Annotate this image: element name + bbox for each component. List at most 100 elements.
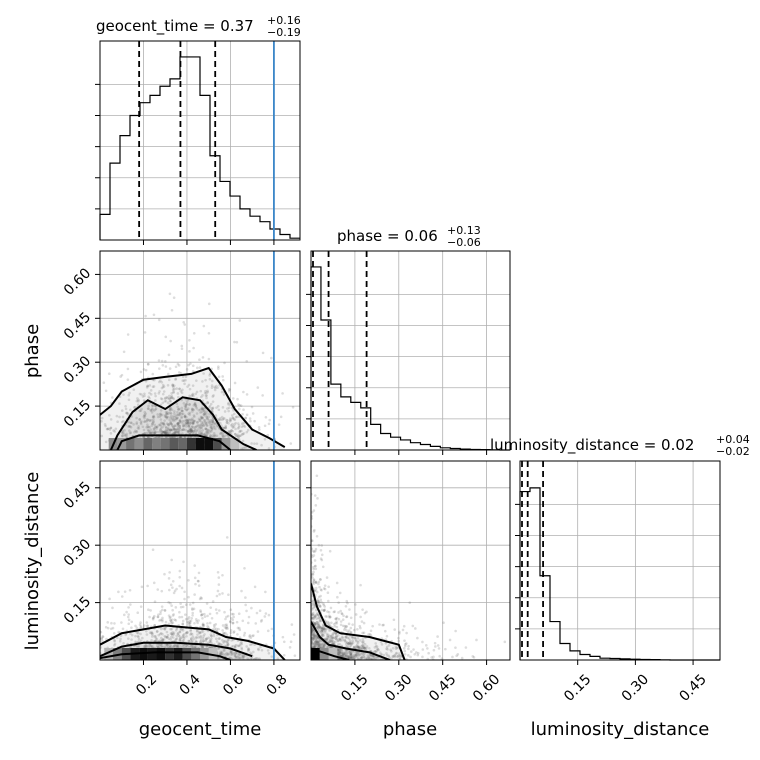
panel-luminosity-distance-vs-geocent-time-point-1163 [108, 597, 111, 601]
panel-luminosity-distance-vs-phase-point-1059 [345, 649, 348, 652]
panel-luminosity-distance-vs-phase-point-23 [349, 626, 353, 630]
panel-luminosity-distance-vs-geocent-time-point-1190 [246, 657, 249, 660]
panel-phase-vs-geocent-time-point-542 [169, 399, 173, 403]
panel-luminosity-distance-vs-phase-point-1254 [318, 645, 322, 649]
panel-luminosity-distance-vs-phase-point-1041 [362, 646, 366, 650]
panel-phase-vs-geocent-time-point-652 [199, 389, 203, 393]
panel-luminosity-distance-vs-phase-point-850 [386, 648, 389, 651]
panel-luminosity-distance-vs-phase-point-88 [356, 645, 360, 648]
panel-luminosity-distance-vs-geocent-time-point-839 [236, 633, 239, 636]
panel-luminosity-distance-vs-geocent-time-point-630 [199, 610, 203, 614]
panel-phase-vs-geocent-time-point-113 [169, 339, 172, 343]
panel-luminosity-distance-vs-geocent-time-point-341 [200, 630, 203, 634]
panel-luminosity-distance-vs-phase-point-42 [398, 654, 402, 657]
panel-luminosity-distance-vs-geocent-time-point-1194 [148, 631, 152, 635]
panel-phase-vs-geocent-time-point-869 [122, 431, 125, 435]
panel-phase-vs-geocent-time-point-1131 [129, 408, 132, 412]
panel-luminosity-distance-vs-geocent-time-point-779 [290, 623, 294, 626]
panel-luminosity-distance-vs-phase-point-85 [312, 633, 316, 637]
panel-luminosity-distance-vs-geocent-time-point-1009 [185, 634, 188, 638]
panel-phase-vs-geocent-time-point-965 [120, 434, 124, 438]
panel-luminosity-distance-vs-phase-point-972 [440, 657, 444, 660]
panel-phase-vs-geocent-time-point-733 [158, 390, 161, 393]
panel-luminosity-distance-vs-phase-point-1114 [343, 654, 347, 658]
panel-luminosity-distance-vs-phase-point-1130 [362, 647, 366, 651]
panel-luminosity-distance-vs-phase-point-846 [388, 656, 391, 659]
panel-luminosity-distance-vs-geocent-time-point-326 [163, 572, 166, 576]
panel-luminosity-distance-vs-geocent-time-point-1235 [162, 645, 166, 649]
panel-luminosity-distance-vs-phase-point-225 [360, 655, 364, 659]
panel-luminosity-distance-vs-geocent-time-point-293 [118, 639, 122, 643]
panel-phase-vs-geocent-time-point-980 [225, 421, 229, 424]
panel-phase-vs-geocent-time-point-206 [217, 367, 220, 370]
panel-phase-vs-geocent-time-point-488 [132, 388, 136, 391]
panel-luminosity-distance-vs-phase-point-333 [471, 655, 475, 658]
panel-luminosity-distance-vs-geocent-time-point-1237 [195, 619, 198, 623]
panel-luminosity-distance-vs-geocent-time-point-833 [170, 635, 173, 639]
panel-luminosity-distance-vs-geocent-time-point-157 [160, 644, 163, 648]
panel-luminosity-distance-vs-geocent-time-point-811 [224, 627, 228, 630]
panel-luminosity-distance-vs-phase-point-182 [374, 650, 378, 654]
panel-luminosity-distance-vs-geocent-time-point-924 [175, 644, 179, 648]
panel-luminosity-distance-vs-phase-point-60 [317, 642, 321, 646]
panel-phase-vs-geocent-time-point-616 [238, 319, 242, 322]
panel-luminosity-distance-vs-phase-point-90 [375, 649, 379, 652]
panel-luminosity-distance-vs-geocent-time-point-678 [143, 624, 146, 627]
panel-phase-vs-geocent-time-point-1252 [179, 435, 183, 439]
panel-luminosity-distance-vs-phase-point-22 [359, 626, 362, 630]
panel-phase-vs-geocent-time-point-664 [223, 434, 227, 438]
panel-luminosity-distance-vs-phase-point-556 [312, 578, 316, 581]
panel-phase-vs-geocent-time-point-408 [126, 367, 130, 371]
panel-luminosity-distance-vs-geocent-time-point-713 [149, 609, 152, 612]
panel-luminosity-distance-vs-geocent-time-point-586 [192, 645, 195, 649]
title-geocent-time-sup: +0.16 [267, 14, 301, 27]
panel-luminosity-distance-vs-phase-point-937 [323, 587, 327, 591]
panel-phase-vs-geocent-time-point-1180 [172, 391, 175, 394]
panel-phase-vs-geocent-time-point-872 [176, 392, 180, 395]
panel-phase-vs-geocent-time-point-94 [182, 402, 186, 405]
panel-luminosity-distance-vs-phase-point-309 [354, 652, 358, 656]
panel-phase-vs-geocent-time-point-1382 [167, 426, 170, 430]
panel-phase-vs-geocent-time-density-cell-10 [195, 438, 205, 450]
panel-phase-vs-geocent-time-point-139 [211, 395, 215, 398]
panel-phase-vs-geocent-time-point-446 [229, 423, 233, 427]
panel-luminosity-distance-vs-geocent-time-point-494 [225, 536, 229, 539]
panel-phase-vs-geocent-time-point-549 [161, 422, 165, 426]
panel-luminosity-distance-vs-geocent-time-density-cell-9 [182, 648, 192, 660]
panel-phase-vs-geocent-time-point-635 [200, 416, 204, 420]
panel-luminosity-distance-vs-phase-point-1282 [393, 628, 397, 631]
panel-luminosity-distance-vs-phase-point-40 [312, 635, 316, 638]
panel-luminosity-distance-vs-phase-point-615 [337, 648, 340, 651]
panel-phase-vs-geocent-time-point-513 [184, 428, 187, 432]
panel-luminosity-distance-vs-geocent-time-point-956 [233, 654, 237, 657]
panel-luminosity-distance-vs-phase-point-875 [316, 590, 319, 594]
panel-luminosity-distance-vs-geocent-time-point-794 [258, 609, 262, 613]
panel-luminosity-distance-vs-geocent-time-point-931 [218, 593, 221, 596]
panel-phase-vs-geocent-time-point-219 [122, 350, 126, 354]
panel-phase-vs-geocent-time-point-345 [182, 428, 186, 431]
panel-phase-vs-geocent-time-point-613 [208, 412, 211, 416]
panel-luminosity-distance-vs-geocent-time-point-71 [161, 638, 164, 642]
panel-phase-vs-geocent-time-point-1003 [177, 371, 181, 374]
panel-luminosity-distance-vs-geocent-time-point-1167 [202, 625, 205, 628]
panel-phase-vs-geocent-time-point-1074 [183, 415, 187, 419]
panel-luminosity-distance-vs-geocent-time-point-812 [182, 637, 186, 640]
panel-phase-vs-geocent-time-point-845 [177, 395, 180, 399]
panel-luminosity-distance-vs-geocent-time-point-913 [171, 632, 174, 636]
panel-phase-vs-geocent-time-point-1259 [123, 433, 127, 437]
panel-luminosity-distance-vs-phase-point-725 [368, 653, 372, 657]
panel-luminosity-distance-vs-geocent-time-point-697 [181, 623, 185, 626]
panel-luminosity-distance-vs-geocent-time-point-1253 [234, 651, 237, 655]
panel-luminosity-distance-vs-geocent-time-point-573 [168, 616, 172, 620]
panel-phase-vs-geocent-time-point-553 [167, 394, 171, 398]
panel-luminosity-distance-vs-phase-point-495 [320, 608, 324, 612]
panel-luminosity-distance-vs-phase-point-222 [398, 657, 401, 660]
panel-luminosity-distance-vs-phase-point-1064 [327, 614, 331, 617]
panel-phase-vs-geocent-time-point-839 [151, 422, 154, 426]
panel-luminosity-distance-vs-phase-point-1150 [311, 627, 315, 631]
panel-luminosity-distance-vs-geocent-time-point-36 [231, 644, 235, 648]
panel-phase-vs-geocent-time-point-1151 [164, 431, 167, 435]
panel-phase-vs-geocent-time-point-273 [165, 431, 168, 435]
panel-luminosity-distance-vs-phase-point-730 [317, 641, 321, 645]
panel-phase-vs-geocent-time-point-1030 [233, 418, 237, 422]
